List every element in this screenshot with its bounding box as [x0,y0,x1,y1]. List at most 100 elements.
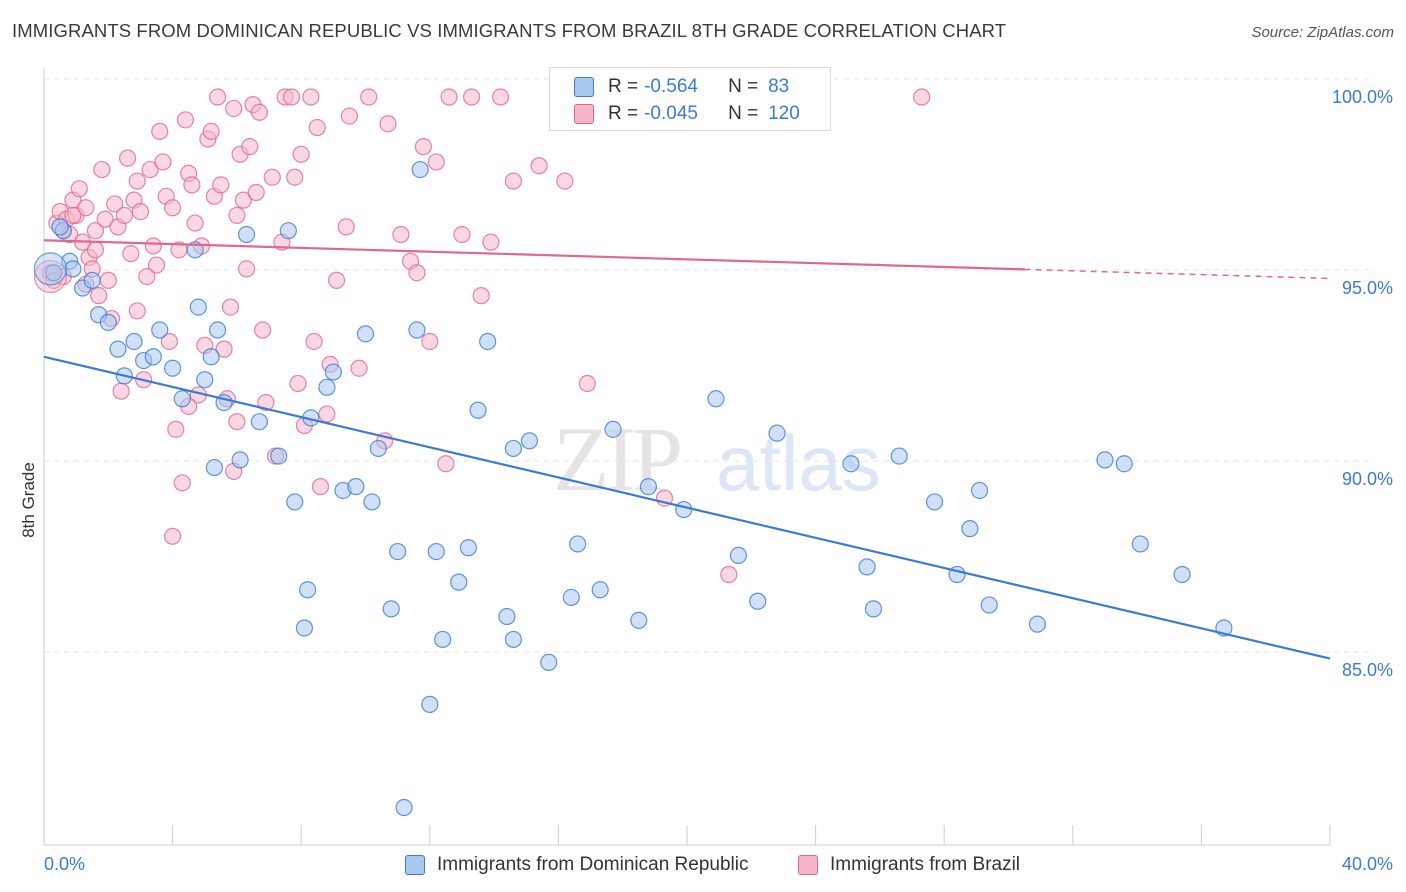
y-tick-label: 95.0% [1342,278,1393,298]
brazil-point [164,527,182,545]
stats-legend: R = -0.564 N = 83 R = -0.045 N = 120 [549,67,831,131]
brazil-point [228,206,246,225]
legend-row-brazil: R = -0.045 N = 120 [574,101,800,127]
dominican-point [125,332,143,351]
y-tick-label: 100.0% [1332,87,1393,107]
brazil-point [327,271,346,289]
dominican-point [504,630,522,649]
chart-title: IMMIGRANTS FROM DOMINICAN REPUBLIC VS IM… [12,20,1007,41]
brazil-point [504,172,522,190]
brazil-point [257,394,275,412]
brazil-point [379,115,397,133]
brazil-point [64,206,82,225]
brazil-point [122,245,140,263]
dominican-point [504,439,522,458]
brazil-point [340,107,359,125]
brazil-point [482,233,500,251]
brazil-point [128,172,146,190]
dominican-point [498,607,516,626]
dominican-point [202,348,220,366]
dominican-point [450,573,468,591]
dominican-point [83,271,101,289]
brazil-point [99,271,117,289]
dominican-point [389,542,407,561]
brazil-point [90,287,108,305]
brazil-trend-extension [1024,268,1331,280]
brazil-point [221,298,240,316]
brazil-point [228,413,246,431]
dominican-point [395,798,413,817]
dominican-point [1131,535,1149,553]
brazil-point [440,88,458,106]
brazil-point [93,160,111,179]
legend-n-label: N = [728,103,759,124]
brazil-point [408,264,426,282]
dominican-points [33,160,1233,817]
brazil-point [286,168,304,186]
brazil-point [337,218,355,236]
dominican-point [356,325,375,343]
brazil-point [164,199,182,217]
dominican-point [479,332,497,351]
brazil-point [392,225,410,244]
bottom-legend-label: Immigrants from Brazil [830,854,1021,875]
brazil-point [414,138,432,156]
brazil-point [254,321,272,339]
brazil-point [462,88,481,106]
brazil-trend-line [43,239,1025,271]
brazil-point [128,302,146,320]
brazil-point [241,138,259,156]
dominican-point [231,451,249,469]
dominican-point [369,439,387,458]
watermark: ZIP atlas [553,408,881,510]
brazil-point [151,122,169,140]
dominican-point [925,493,944,511]
dominican-point [707,390,725,408]
dominican-point [45,264,63,282]
brazil-point [234,191,252,209]
brazil-point [421,332,439,351]
dominican-point [189,298,207,316]
dominican-point [970,481,989,500]
dominican-point [196,371,214,389]
dominican-point [675,500,693,519]
brazil-point [308,118,326,137]
brazil-point [311,478,330,496]
dominican-point [164,359,182,377]
dominican-point [286,493,304,511]
brazil-point [305,332,323,351]
legend-r-value: -0.045 [644,103,698,124]
dominican-point [295,619,314,637]
dominican-point [99,313,117,331]
brazil-point [247,183,265,202]
dominican-point [64,260,82,278]
dominican-point [729,546,748,565]
brazil-point [106,195,124,213]
brazil-point [360,88,378,106]
brazil-point [176,111,195,129]
bottom-legend-swatch-pink [798,855,818,875]
brazil-point [250,103,269,121]
brazil-point [318,405,336,423]
dominican-point [324,363,342,381]
brazil-point [913,88,931,106]
legend-n-value: 120 [768,103,800,124]
dominican-point [347,478,365,496]
brazil-point [96,210,114,228]
bottom-legend-swatch-blue [405,855,425,875]
brazil-point [70,180,88,198]
dominican-point [591,581,609,599]
brazil-point [282,88,301,106]
brazil-point [154,153,172,171]
dominican-point [151,321,169,339]
brazil-points [33,88,931,584]
dominican-point [421,695,439,713]
brazil-point [225,99,243,118]
dominican-point [209,321,227,339]
brazil-point [578,374,596,393]
brazil-point [115,206,133,225]
dominican-point [205,458,223,477]
dominican-point [469,401,487,419]
y-axis-label: 8th Grade [19,462,38,538]
